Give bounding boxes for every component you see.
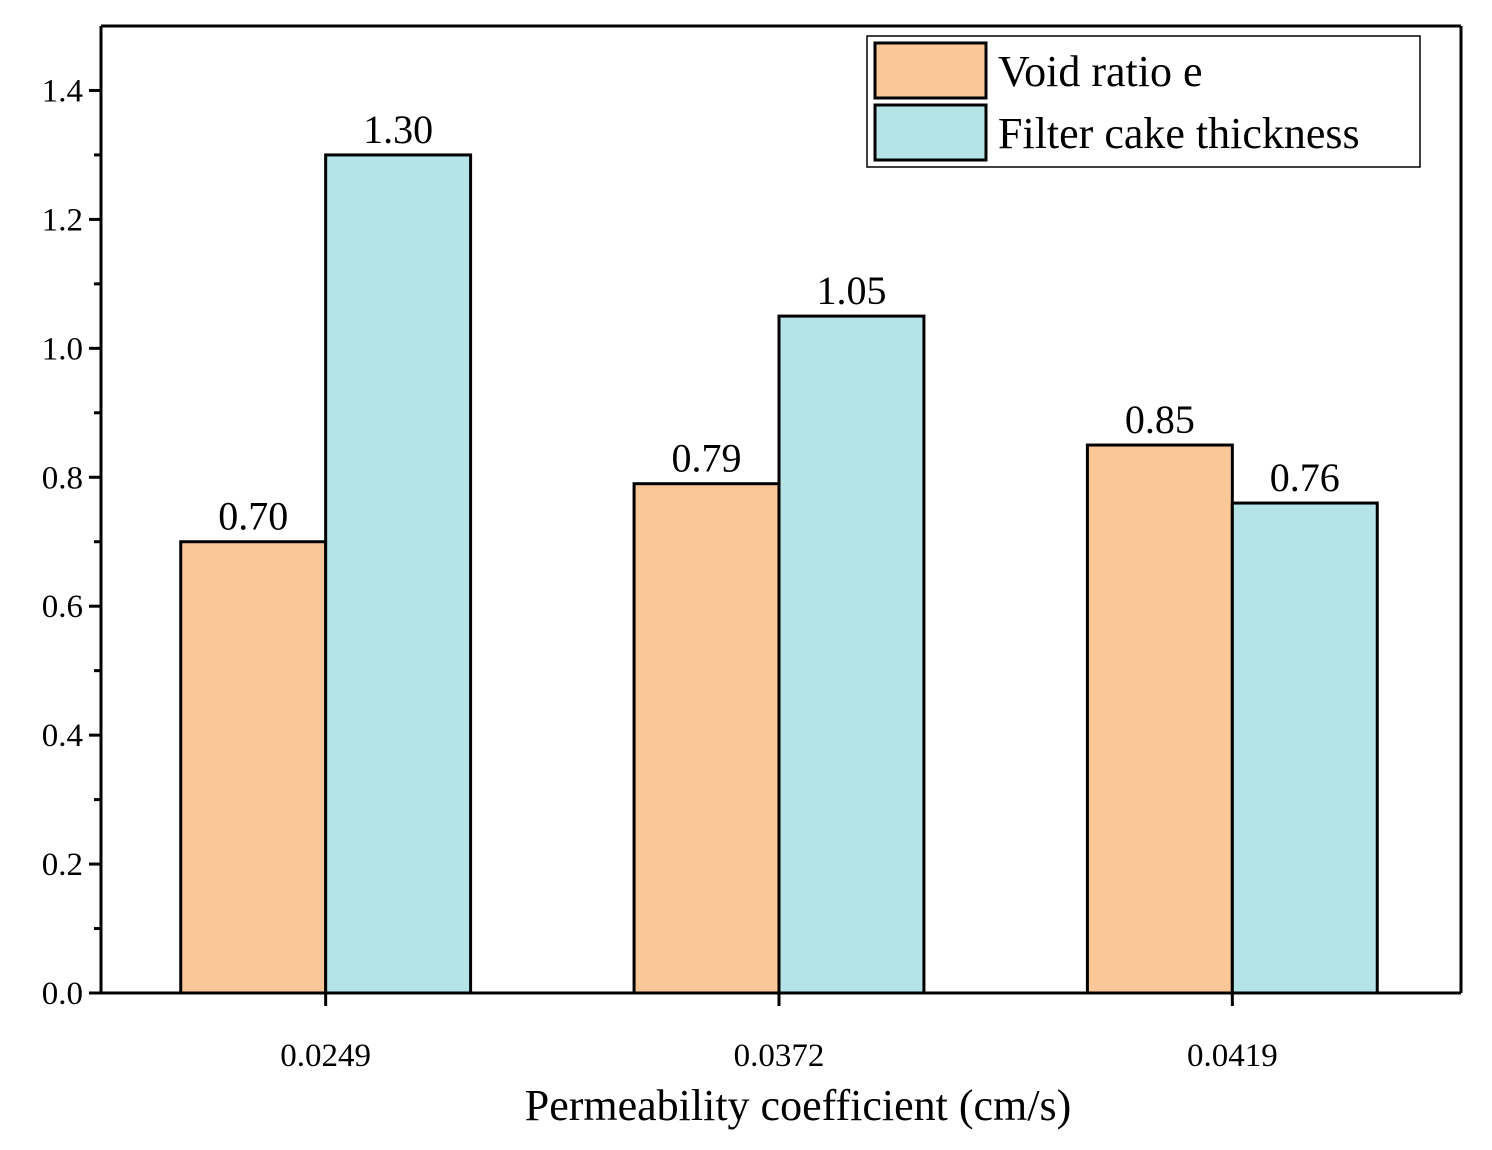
axes-layer: 0.0 0.2 0.4 0.6 0.8 1.0 1.2 1.4 0.0249 0.0372 0.04… <box>42 24 1463 1074</box>
x-tick-label: 0.0249 <box>280 1038 371 1074</box>
data-label: 0.79 <box>672 436 742 481</box>
y-tick-label: 1.4 <box>42 73 83 109</box>
bar-void-ratio-2 <box>1085 443 1234 995</box>
data-label: 1.30 <box>363 107 433 152</box>
x-axis-title: Permeability coefficient (cm/s) <box>525 1081 1072 1130</box>
data-label: 0.85 <box>1125 397 1195 442</box>
x-tick-label: 0.0372 <box>734 1038 825 1074</box>
legend-label: Filter cake thickness <box>998 109 1360 158</box>
bar-filter-cake-1 <box>777 314 926 995</box>
data-labels-layer: 0.70 0.79 0.85 1.30 1.05 0.76 <box>218 107 1340 539</box>
bar-void-ratio-0 <box>179 540 328 995</box>
data-label: 0.76 <box>1270 455 1340 500</box>
bar-filter-cake-0 <box>324 153 473 995</box>
y-tick-label: 0.6 <box>42 589 83 625</box>
bar-void-ratio-1 <box>632 482 781 995</box>
y-tick-label: 0.4 <box>42 718 83 754</box>
legend-label: Void ratio e <box>998 47 1203 96</box>
bar-filter-cake-2 <box>1230 501 1379 995</box>
data-label: 1.05 <box>816 268 886 313</box>
x-tick-label: 0.0419 <box>1187 1038 1278 1074</box>
y-tick-label: 0.8 <box>42 460 83 496</box>
y-tick-label: 1.0 <box>42 331 83 367</box>
y-tick-label: 0.2 <box>42 847 83 883</box>
legend-swatch-filter-cake <box>873 103 988 162</box>
bars-layer <box>179 153 1379 995</box>
y-tick-label: 1.2 <box>42 202 83 238</box>
y-tick-label: 0.0 <box>42 976 83 1012</box>
legend: Void ratio e Filter cake thickness <box>866 35 1421 168</box>
data-label: 0.70 <box>218 494 288 539</box>
legend-swatch-void-ratio <box>873 41 988 100</box>
